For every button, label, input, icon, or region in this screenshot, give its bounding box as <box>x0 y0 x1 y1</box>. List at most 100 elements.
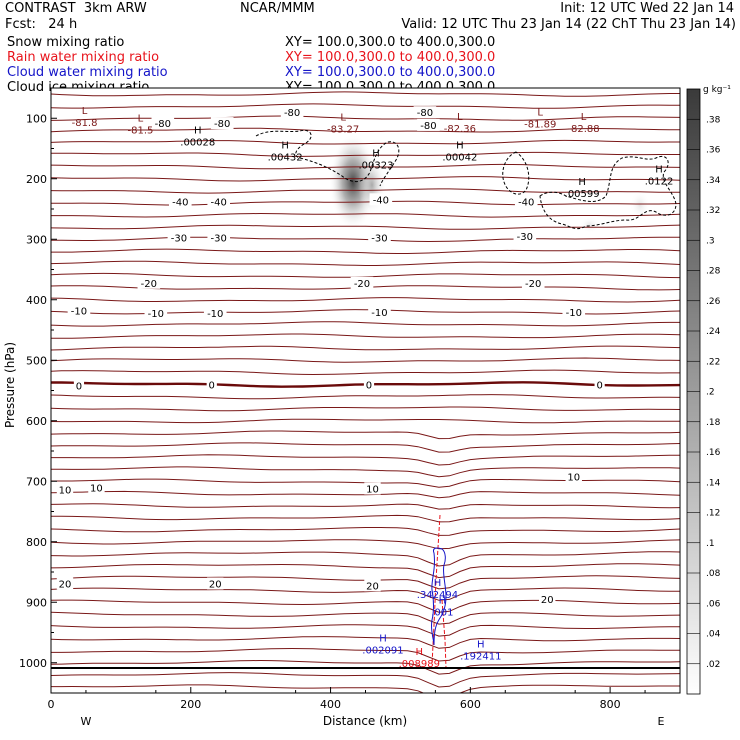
extremum-mark-9: H <box>456 141 464 152</box>
y-tick-label-7: 800 <box>26 536 47 549</box>
header-model-name: CONTRAST 3km ARW <box>5 1 147 16</box>
isotherm-line <box>51 248 680 254</box>
colorbar-tick-label-14: .3 <box>706 236 715 246</box>
contour-label-bg <box>350 276 374 289</box>
contour-label-bg <box>368 305 391 318</box>
header-init-time: Init: 12 UTC Wed 22 Jan 14 <box>560 1 734 16</box>
colorbar-tick-label-18: .38 <box>706 115 721 125</box>
isotherm-line <box>51 684 680 693</box>
contour-label-bg <box>594 378 605 391</box>
isotherm-line <box>51 394 680 400</box>
extremum-mark-10: H <box>578 177 586 188</box>
contour-label-18: -10 <box>207 309 223 320</box>
x-tick-label-3: 600 <box>460 698 481 711</box>
isotherm-line <box>51 321 680 327</box>
contour-label-4: -80 <box>420 121 436 132</box>
isotherm-line <box>51 418 680 424</box>
contour-label-bg <box>562 305 586 318</box>
contour-label-21: 0 <box>76 382 82 393</box>
extremum-mark-1: L <box>138 113 144 124</box>
colorbar-tick-label-10: .22 <box>706 357 720 367</box>
contour-label-16: -10 <box>71 307 87 318</box>
extremum-value-1: -81.5 <box>128 125 154 136</box>
isotherm-line <box>51 224 680 230</box>
colorbar-tick-label-5: .12 <box>706 509 720 519</box>
isotherm-line <box>51 212 680 218</box>
extremum-mark-11: H <box>655 165 663 176</box>
contour-label-bg <box>168 195 192 208</box>
contour-label-0: -80 <box>284 108 300 119</box>
contour-label-19: -10 <box>371 308 387 319</box>
cloud-ice-contour-3 <box>539 156 677 230</box>
isotherm-line <box>51 297 680 303</box>
y-tick-label-6: 700 <box>26 475 47 488</box>
contour-label-11: -30 <box>371 233 387 244</box>
isotherm-line <box>51 103 680 109</box>
y-tick-label-1: 200 <box>26 173 47 186</box>
extremum-value-4: -81.89 <box>524 119 556 130</box>
colorbar-tick-label-12: .26 <box>706 297 721 307</box>
contour-label-bg <box>56 483 74 496</box>
field-xy-cloud-water: XY= 100.0,300.0 to 400.0,300.0 <box>285 65 496 80</box>
isotherm-line <box>51 599 680 613</box>
y-axis-label: Pressure (hPa) <box>3 342 17 428</box>
colorbar-tick-label-3: .08 <box>706 569 721 579</box>
contour-label-25: 10 <box>59 486 72 497</box>
extrema-labels: L-81.8 L-81.5L-83.27L-82.36L-81.89L-82.88… <box>72 106 674 670</box>
y-tick-label-0: 100 <box>26 112 47 125</box>
field-name-cloud-water: Cloud water mixing ratio <box>7 65 168 80</box>
isotherm-line <box>51 200 680 206</box>
contour-label-6: -40 <box>211 198 227 209</box>
contour-label-bg <box>413 106 437 119</box>
isotherm-line <box>51 527 680 536</box>
contour-label-bg <box>364 579 381 592</box>
isotherm-line <box>51 442 680 453</box>
extremum-value-14: .002091 <box>362 646 403 657</box>
contour-label-22: 0 <box>209 380 215 391</box>
field-xy-rain: XY= 100.0,300.0 to 400.0,300.0 <box>285 50 496 65</box>
isotherm-line <box>51 454 680 466</box>
contour-label-bg <box>417 118 440 131</box>
colorbar-tick-label-9: .2 <box>706 388 715 398</box>
isotherm-line <box>51 139 680 145</box>
isotherm-line <box>51 647 680 662</box>
contour-label-bg <box>137 276 161 289</box>
isotherm-line <box>51 659 680 675</box>
contour-label-26: 10 <box>90 483 103 494</box>
x-tick-label-1: 200 <box>180 698 201 711</box>
isotherm-line <box>51 188 680 194</box>
contour-label-32: 20 <box>541 595 554 606</box>
isotherm-line <box>51 369 680 376</box>
contour-label-bg <box>368 231 391 244</box>
isotherm-line <box>51 624 680 637</box>
header-org-name: NCAR/MMM <box>240 1 315 16</box>
isotherm-line <box>51 466 680 478</box>
contour-label-10: -30 <box>211 233 227 244</box>
colorbar-tick-label-13: .28 <box>706 267 721 277</box>
colorbar-tick-label-6: .14 <box>706 478 721 488</box>
extremum-value-6: .00028 <box>180 137 215 148</box>
extremum-mark-12: H <box>434 578 442 589</box>
extremum-mark-16: H <box>416 647 424 658</box>
colorbar-tick-label-8: .18 <box>706 418 721 428</box>
extremum-mark-15: H <box>477 640 485 651</box>
contour-label-30: 20 <box>209 579 222 590</box>
extremum-value-5: -82.88 <box>567 124 599 135</box>
isotherm-line <box>51 406 680 412</box>
contour-label-bg <box>206 378 217 391</box>
isotherm-line <box>51 151 680 157</box>
y-tick-label-5: 600 <box>26 415 47 428</box>
colorbar-tick-label-16: .34 <box>706 176 721 186</box>
extremum-mark-14: H <box>379 634 387 645</box>
hydrometeor-contours <box>255 129 677 669</box>
extremum-value-0: -81.8 <box>72 118 98 129</box>
contour-label-29: 20 <box>59 579 72 590</box>
contour-label-5: -40 <box>172 198 188 209</box>
cloud-ice-contour-2 <box>502 151 530 195</box>
isotherm-line <box>51 333 680 339</box>
contour-label-bg <box>167 231 191 244</box>
colorbar-tick-label-7: .16 <box>706 448 721 458</box>
y-tick-label-8: 900 <box>26 596 47 609</box>
extremum-mark-5: L <box>581 112 587 123</box>
isotherm-line <box>51 176 680 182</box>
